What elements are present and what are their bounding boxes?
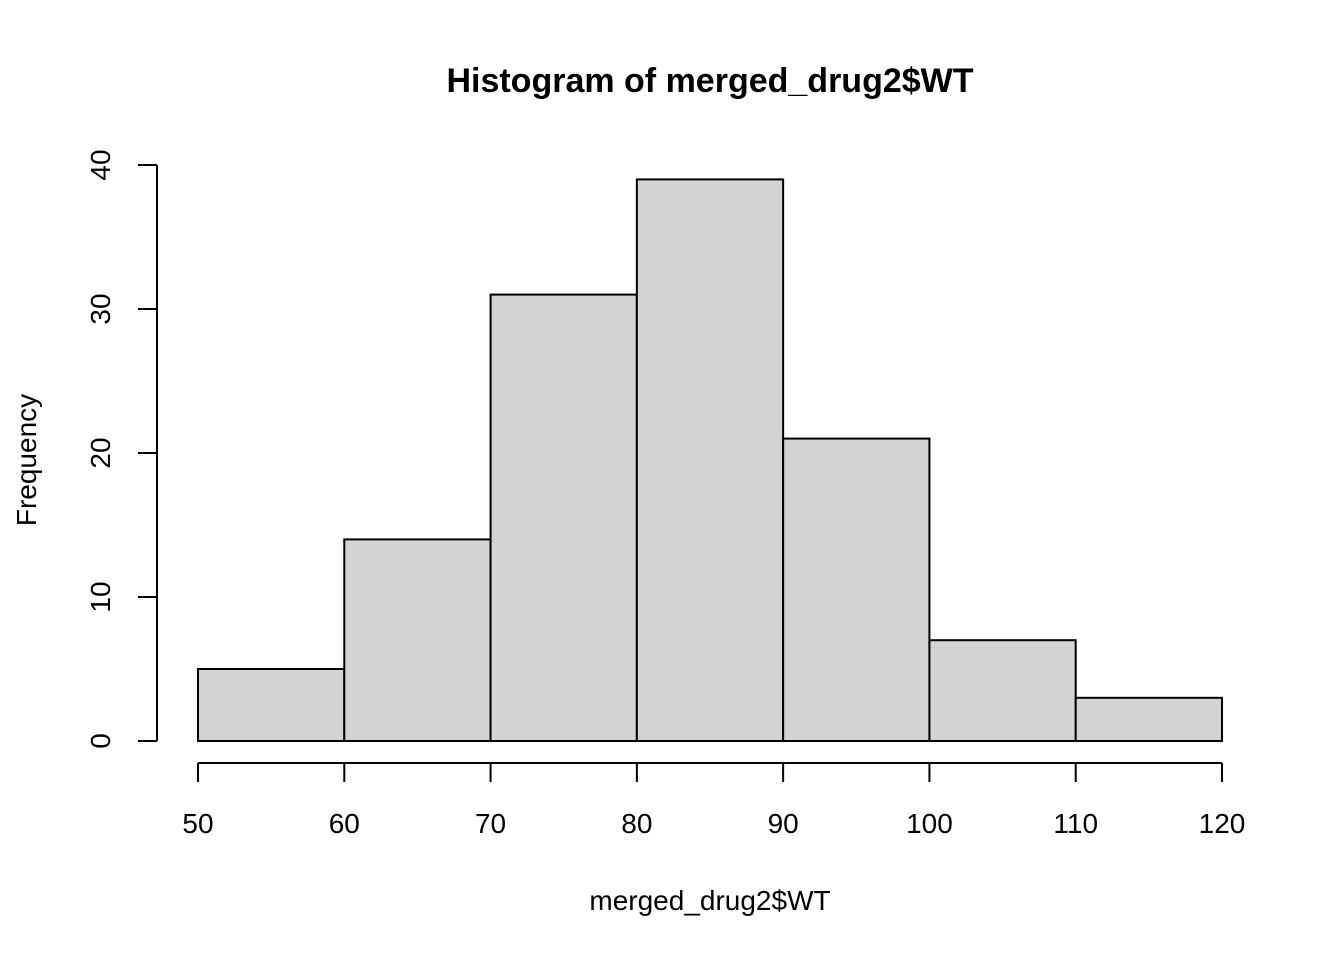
x-tick-label: 50	[182, 808, 213, 839]
x-tick-label: 120	[1199, 808, 1246, 839]
x-tick-label: 90	[768, 808, 799, 839]
y-tick-label: 10	[85, 581, 116, 612]
y-tick-label: 30	[85, 293, 116, 324]
x-axis-label: merged_drug2$WT	[589, 885, 830, 916]
x-tick-label: 110	[1053, 808, 1098, 839]
x-tick-label: 100	[906, 808, 953, 839]
histogram-bar	[1074, 696, 1223, 742]
histogram-bar	[197, 668, 346, 742]
y-tick-label: 0	[85, 733, 116, 749]
y-axis: 0 10 20 30 40	[85, 149, 158, 749]
bars-group	[197, 178, 1223, 743]
y-axis-label: Frequency	[11, 394, 42, 526]
x-tick-label: 60	[329, 808, 360, 839]
x-tick-label: 70	[475, 808, 506, 839]
x-tick-label: 80	[621, 808, 652, 839]
x-axis: 50 60 70 80 90 100 110 120	[182, 762, 1246, 839]
y-tick-label: 20	[85, 437, 116, 468]
histogram-bar	[928, 639, 1077, 743]
histogram-bar	[489, 293, 638, 742]
y-tick-label: 40	[85, 149, 116, 180]
histogram-bar	[343, 538, 492, 743]
chart-title: Histogram of merged_drug2$WT	[446, 62, 973, 100]
histogram-bar	[782, 437, 931, 742]
histogram-bar	[635, 178, 785, 742]
